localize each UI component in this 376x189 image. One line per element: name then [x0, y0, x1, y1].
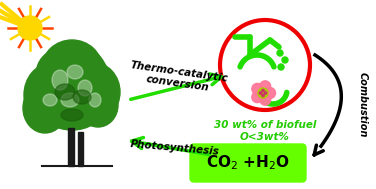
- Ellipse shape: [61, 93, 79, 107]
- Circle shape: [260, 81, 271, 92]
- Ellipse shape: [73, 90, 91, 104]
- Circle shape: [259, 92, 262, 94]
- Circle shape: [252, 92, 263, 103]
- Text: Combustion: Combustion: [358, 72, 368, 138]
- Circle shape: [258, 88, 268, 98]
- Ellipse shape: [61, 109, 83, 121]
- Circle shape: [264, 92, 267, 94]
- Ellipse shape: [23, 83, 67, 133]
- Ellipse shape: [24, 63, 80, 127]
- Circle shape: [282, 57, 288, 63]
- Ellipse shape: [42, 90, 102, 130]
- Text: 30 wt% of biofuel: 30 wt% of biofuel: [214, 120, 316, 130]
- Ellipse shape: [55, 84, 75, 100]
- FancyBboxPatch shape: [190, 144, 306, 182]
- Ellipse shape: [36, 50, 80, 100]
- Circle shape: [278, 64, 284, 70]
- Circle shape: [262, 89, 264, 92]
- Ellipse shape: [34, 43, 110, 127]
- Ellipse shape: [43, 94, 57, 106]
- Circle shape: [260, 94, 271, 105]
- Text: CO$_2$ +H$_2$O: CO$_2$ +H$_2$O: [206, 154, 290, 172]
- Text: O<3wt%: O<3wt%: [240, 132, 290, 142]
- Ellipse shape: [52, 70, 68, 90]
- Circle shape: [264, 88, 276, 98]
- Circle shape: [18, 16, 42, 40]
- Ellipse shape: [78, 83, 118, 127]
- Text: Thermo-catalytic
conversion: Thermo-catalytic conversion: [127, 60, 228, 96]
- Ellipse shape: [67, 65, 83, 79]
- Circle shape: [252, 83, 263, 94]
- Bar: [68, 128, 74, 166]
- Ellipse shape: [78, 80, 92, 96]
- Bar: [78, 132, 83, 166]
- Ellipse shape: [89, 93, 101, 107]
- Circle shape: [262, 94, 264, 97]
- Circle shape: [277, 50, 283, 56]
- Ellipse shape: [42, 40, 102, 96]
- Ellipse shape: [68, 56, 108, 100]
- Circle shape: [220, 20, 310, 110]
- Text: Photosynthesis: Photosynthesis: [130, 139, 220, 157]
- Ellipse shape: [64, 62, 120, 122]
